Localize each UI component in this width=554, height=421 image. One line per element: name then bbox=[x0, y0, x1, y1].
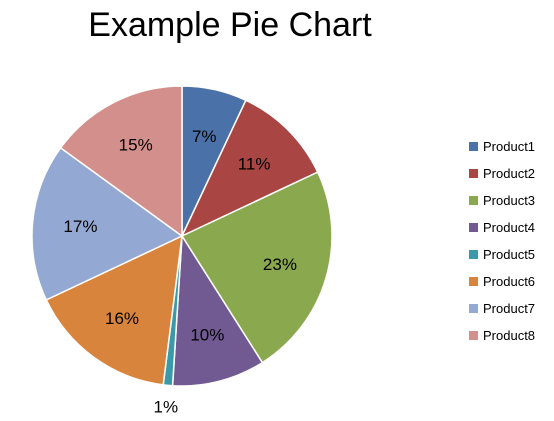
legend-item-product1: Product1 bbox=[469, 133, 549, 160]
pie-labels: 7% 11% 23% 10% 1% 16% 17% 15% bbox=[63, 127, 297, 417]
slice-label-product2: 11% bbox=[238, 154, 271, 173]
legend-swatch bbox=[469, 277, 478, 286]
legend-item-product6: Product6 bbox=[469, 268, 549, 295]
slice-label-product3: 23% bbox=[263, 255, 297, 274]
pie-slice-product8 bbox=[59, 85, 183, 238]
chart-legend: Product1 Product2 Product3 Product4 Product5… bbox=[469, 133, 549, 349]
legend-label: Product6 bbox=[483, 274, 536, 289]
legend-item-product7: Product7 bbox=[469, 295, 549, 322]
slice-label-product7: 17% bbox=[63, 217, 97, 236]
pie-slice-product7 bbox=[31, 146, 184, 301]
legend-label: Product2 bbox=[483, 166, 536, 181]
legend-swatch bbox=[469, 142, 478, 151]
legend-label: Product7 bbox=[483, 301, 536, 316]
slice-label-product6: 16% bbox=[105, 309, 139, 328]
pie-slice-product4 bbox=[171, 233, 264, 387]
slice-label-product4: 10% bbox=[190, 325, 224, 344]
legend-swatch bbox=[469, 169, 478, 178]
legend-item-product8: Product8 bbox=[469, 322, 549, 349]
slice-label-product1: 7% bbox=[192, 127, 217, 146]
legend-swatch bbox=[469, 223, 478, 232]
chart-title: Example Pie Chart bbox=[88, 6, 372, 44]
legend-label: Product4 bbox=[483, 220, 536, 235]
legend-swatch bbox=[469, 331, 478, 340]
legend-label: Product1 bbox=[483, 139, 536, 154]
legend-item-product4: Product4 bbox=[469, 214, 549, 241]
slice-label-product8: 15% bbox=[119, 136, 153, 155]
legend-swatch bbox=[469, 250, 478, 259]
legend-label: Product3 bbox=[483, 193, 536, 208]
slice-label-product5: 1% bbox=[154, 398, 179, 417]
pie-slice-product2 bbox=[180, 99, 319, 238]
pie-slices bbox=[31, 85, 333, 387]
legend-item-product5: Product5 bbox=[469, 241, 549, 268]
legend-item-product2: Product2 bbox=[469, 160, 549, 187]
pie-slice-product6 bbox=[45, 234, 183, 386]
legend-label: Product8 bbox=[483, 328, 536, 343]
legend-item-product3: Product3 bbox=[469, 187, 549, 214]
legend-label: Product5 bbox=[483, 247, 536, 262]
legend-swatch bbox=[469, 196, 478, 205]
pie-slice-product3 bbox=[180, 171, 333, 364]
legend-swatch bbox=[469, 304, 478, 313]
